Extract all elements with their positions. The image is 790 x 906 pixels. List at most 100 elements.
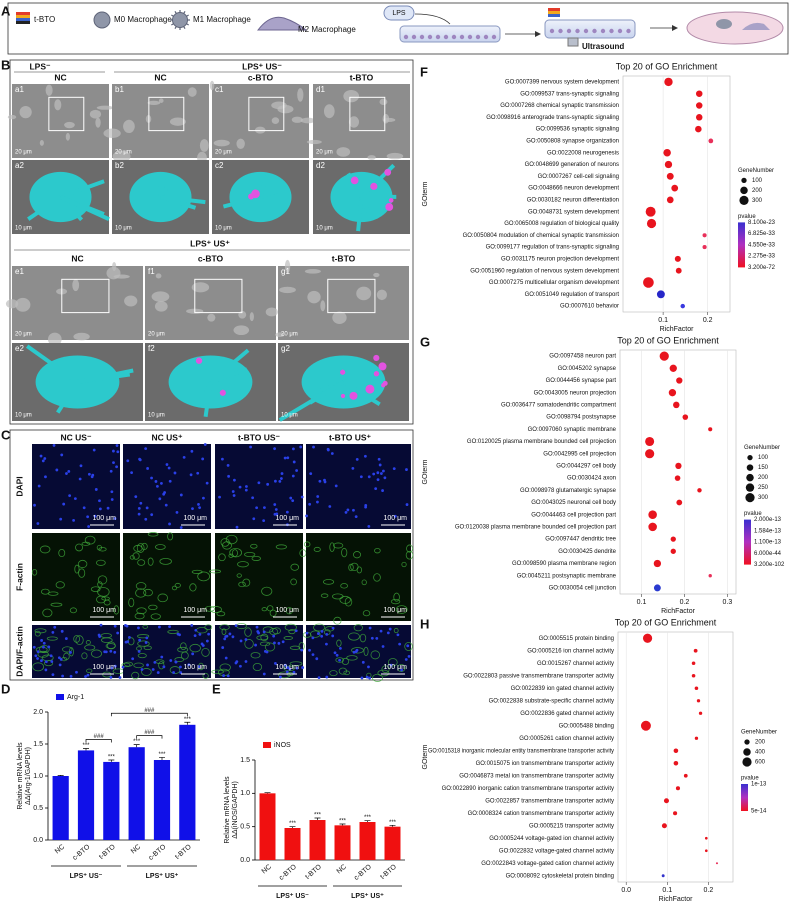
nucleus — [291, 499, 295, 503]
nucleus — [325, 642, 328, 646]
scale-label: 10 μm — [148, 413, 165, 419]
nucleus — [58, 663, 62, 667]
actin — [167, 532, 174, 541]
nucleus — [389, 663, 393, 667]
y-tick-label: GO:0065008 regulation of biological qual… — [504, 221, 619, 227]
nucleus — [320, 634, 324, 638]
actin — [86, 668, 93, 673]
scale-label: 20 μm — [115, 150, 132, 156]
color-bar — [741, 784, 748, 811]
y-tick-label: GO:0015318 inorganic molecular entity tr… — [428, 748, 614, 754]
actin — [260, 633, 269, 641]
legend-label: 600 — [755, 760, 766, 766]
x-tick-label: c-BTO — [148, 843, 168, 862]
dot — [691, 673, 696, 678]
dot — [640, 720, 651, 731]
dot — [673, 760, 679, 766]
legend-label: 2.275e-33 — [748, 254, 776, 260]
actin — [332, 593, 344, 600]
nucleus — [130, 471, 133, 475]
nucleus — [164, 503, 168, 507]
bar — [128, 747, 145, 840]
nucleus — [44, 668, 48, 672]
nucleus — [355, 457, 359, 461]
actin — [46, 636, 58, 641]
sem-texture — [271, 117, 280, 124]
sem-texture — [112, 261, 117, 272]
y-tick-label: GO:0042995 cell projection — [543, 451, 616, 457]
nucleus — [59, 658, 63, 661]
actin — [95, 559, 106, 566]
actin — [238, 581, 246, 588]
error-bar — [57, 775, 64, 776]
nucleus — [370, 636, 374, 640]
sem-texture — [279, 286, 296, 294]
x-tick-label: NC — [130, 844, 142, 856]
nucleus — [396, 633, 400, 637]
nucleus — [179, 671, 183, 674]
panel-letter: H — [420, 616, 429, 631]
actin — [174, 657, 185, 663]
actin — [97, 575, 108, 585]
actin — [55, 581, 65, 589]
nucleus — [335, 653, 339, 657]
y-tick-label: GO:0007268 chemical synaptic transmissio… — [500, 103, 619, 109]
nucleus — [288, 667, 292, 671]
icon-layer — [16, 21, 30, 24]
nucleus — [179, 493, 183, 497]
cell — [626, 28, 631, 34]
cell-process — [210, 380, 242, 390]
actin — [85, 640, 91, 645]
actin — [39, 545, 51, 554]
nucleus — [325, 632, 329, 636]
actin — [289, 661, 303, 666]
nucleus — [110, 666, 114, 670]
dot — [663, 148, 671, 157]
dot — [708, 138, 714, 144]
dot — [694, 686, 699, 691]
nucleus — [69, 674, 73, 678]
ultrasound-probe — [567, 37, 579, 47]
legend-dot — [747, 454, 753, 461]
nucleus — [150, 476, 153, 480]
y-tick-label: GO:0044463 cell projection part — [531, 512, 616, 518]
actin — [377, 669, 390, 677]
error-bar — [159, 757, 165, 760]
nucleus — [301, 666, 304, 669]
nucleus — [201, 457, 205, 461]
actin — [77, 559, 88, 569]
nucleus — [232, 494, 236, 497]
nucleus — [238, 485, 242, 489]
nucleus — [162, 665, 166, 669]
dot — [674, 255, 681, 262]
nucleus — [98, 499, 101, 503]
image-tag: e2 — [15, 344, 24, 353]
legend-label: t-BTO — [34, 15, 55, 24]
nucleus — [69, 651, 72, 654]
y-tick-label: GO:0044297 cell body — [556, 463, 616, 469]
dot — [645, 449, 655, 459]
y-tick-label: GO:0005244 voltage-gated ion channel act… — [489, 836, 614, 842]
actin — [90, 586, 101, 592]
dot — [659, 351, 669, 361]
icon-layer — [16, 12, 30, 15]
fluor-image — [215, 533, 303, 621]
nucleus — [273, 503, 277, 506]
nucleus — [223, 637, 227, 641]
nucleus — [52, 444, 56, 447]
nucleus — [285, 510, 289, 514]
sem-texture — [332, 311, 347, 324]
actin — [348, 563, 354, 572]
actin — [261, 607, 268, 612]
image-tag: e1 — [15, 267, 24, 276]
nucleus — [262, 672, 266, 676]
legend-dot — [746, 464, 754, 471]
actin — [225, 534, 238, 545]
actin — [388, 658, 398, 667]
nucleus — [328, 505, 332, 508]
cell — [427, 34, 433, 40]
nucleus — [151, 668, 155, 671]
nucleus — [44, 475, 47, 479]
y-tick-label: GO:0005215 transporter activity — [529, 823, 614, 829]
nucleus — [99, 623, 103, 627]
